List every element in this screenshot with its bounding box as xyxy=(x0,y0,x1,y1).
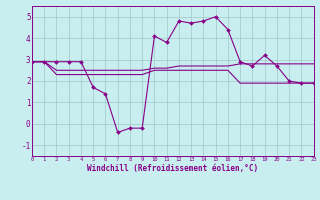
X-axis label: Windchill (Refroidissement éolien,°C): Windchill (Refroidissement éolien,°C) xyxy=(87,164,258,173)
